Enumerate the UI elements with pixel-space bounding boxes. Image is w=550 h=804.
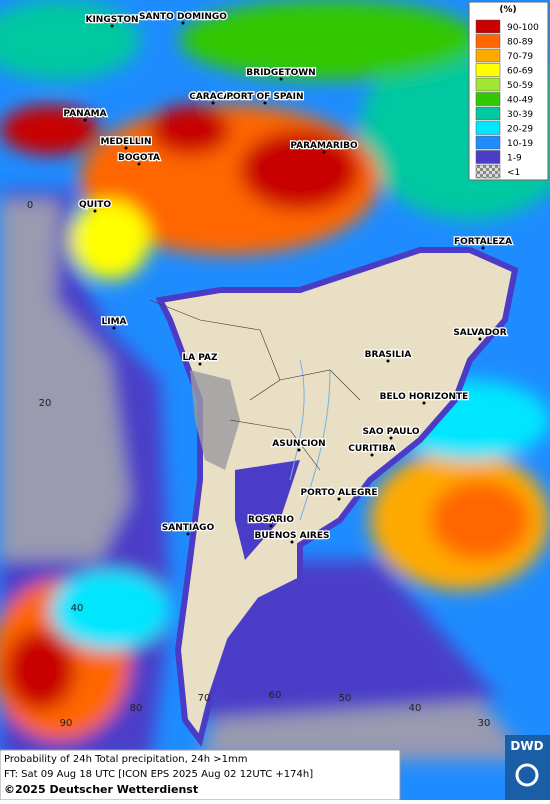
legend-swatch <box>475 150 501 164</box>
legend-label: 70-79 <box>507 52 533 62</box>
legend-swatch <box>475 63 501 77</box>
grid-label: 40 <box>71 603 84 614</box>
city-dot <box>186 532 190 536</box>
legend-swatch <box>475 19 501 34</box>
city-label: PORTO ALEGRE <box>300 488 377 498</box>
city-dot <box>211 101 215 105</box>
legend-label: 80-89 <box>507 38 533 48</box>
footer-box <box>0 749 401 801</box>
city-label: BUENOS AIRES <box>255 531 330 541</box>
land <box>149 247 519 747</box>
city-dot <box>263 101 267 105</box>
city-dot <box>337 497 341 501</box>
city-dot <box>110 24 114 28</box>
city-dot <box>481 246 485 250</box>
city-dot <box>124 146 128 150</box>
grid-label: 0 <box>27 200 33 211</box>
legend-swatch <box>475 106 501 121</box>
grid-label: 50 <box>339 693 352 704</box>
legend-title: (%) <box>499 5 516 15</box>
legend-swatch <box>475 77 501 92</box>
legend-label: 60-69 <box>507 67 533 77</box>
city-label: PANAMA <box>63 109 106 119</box>
city-dot <box>198 362 202 366</box>
grid-label: 40 <box>409 703 422 714</box>
city-label: ROSARIO <box>248 515 294 525</box>
city-dot <box>389 436 393 440</box>
legend-label: 90-100 <box>507 23 539 33</box>
logo-icon <box>515 763 539 787</box>
city-dot <box>478 337 482 341</box>
city-label: SAO PAULO <box>362 427 419 437</box>
legend: (%) 90-100 80-89 70-79 60-69 50-59 40-49 30-39… <box>468 1 549 181</box>
grid-label: 70 <box>198 693 211 704</box>
city-dot <box>279 77 283 81</box>
grid-label: 80 <box>130 703 143 714</box>
legend-label: <1 <box>507 168 520 178</box>
city-label: SANTIAGO <box>162 523 215 533</box>
legend-swatch <box>475 92 501 106</box>
logo: DWD <box>510 739 543 753</box>
legend-label: 40-49 <box>507 96 533 106</box>
footer-line: FT: Sat 09 Aug 18 UTC [ICON EPS 2025 Aug… <box>4 769 313 780</box>
grid-label: 90 <box>60 718 73 729</box>
city-dot <box>112 326 116 330</box>
grid-label: 30 <box>478 718 491 729</box>
city-label: BRIDGETOWN <box>246 68 315 78</box>
city-label: QUITO <box>79 200 111 210</box>
legend-label: 30-39 <box>507 110 533 120</box>
city-label: PARAMARIBO <box>290 141 358 151</box>
city-dot <box>137 162 141 166</box>
city-label: KINGSTON <box>85 15 138 25</box>
city-label: CARACAS <box>189 92 237 102</box>
city-label: LIMA <box>101 317 126 327</box>
legend-label: 50-59 <box>507 81 533 91</box>
city-label: LA PAZ <box>182 353 218 363</box>
city-dot <box>290 540 294 544</box>
footer-line: Probability of 24h Total precipitation, … <box>4 754 247 765</box>
legend-swatch <box>475 34 501 48</box>
city-dot <box>93 209 97 213</box>
city-dot <box>297 448 301 452</box>
grid-label: 20 <box>39 398 52 409</box>
legend-label: 10-19 <box>507 139 533 149</box>
city-dot <box>422 401 426 405</box>
copyright: ©2025 Deutscher Wetterdienst <box>4 783 198 796</box>
legend-swatch <box>475 135 501 150</box>
city-label: CURITIBA <box>348 444 396 454</box>
city-label: SANTO DOMINGO <box>139 12 227 22</box>
city-dot <box>370 453 374 457</box>
city-dot <box>322 150 326 154</box>
city-label: FORTALEZA <box>454 237 512 247</box>
legend-swatch <box>475 164 501 179</box>
city-label: MEDELLIN <box>100 137 151 147</box>
city-label: SALVADOR <box>453 328 506 338</box>
city-dot <box>83 118 87 122</box>
legend-label: 20-29 <box>507 125 533 135</box>
city-label: BOGOTA <box>118 153 160 163</box>
logo-box <box>505 735 550 800</box>
city-dot <box>386 359 390 363</box>
grid-label: 60 <box>269 690 282 701</box>
legend-swatch <box>475 121 501 135</box>
city-label: BELO HORIZONTE <box>380 392 469 402</box>
city-label: ASUNCION <box>272 439 325 449</box>
legend-swatch <box>475 48 501 63</box>
city-label: BRASILIA <box>365 350 412 360</box>
city-label: PORT OF SPAIN <box>226 92 303 102</box>
city-dot <box>181 21 185 25</box>
city-dot <box>269 524 273 528</box>
legend-label: 1-9 <box>507 154 522 164</box>
